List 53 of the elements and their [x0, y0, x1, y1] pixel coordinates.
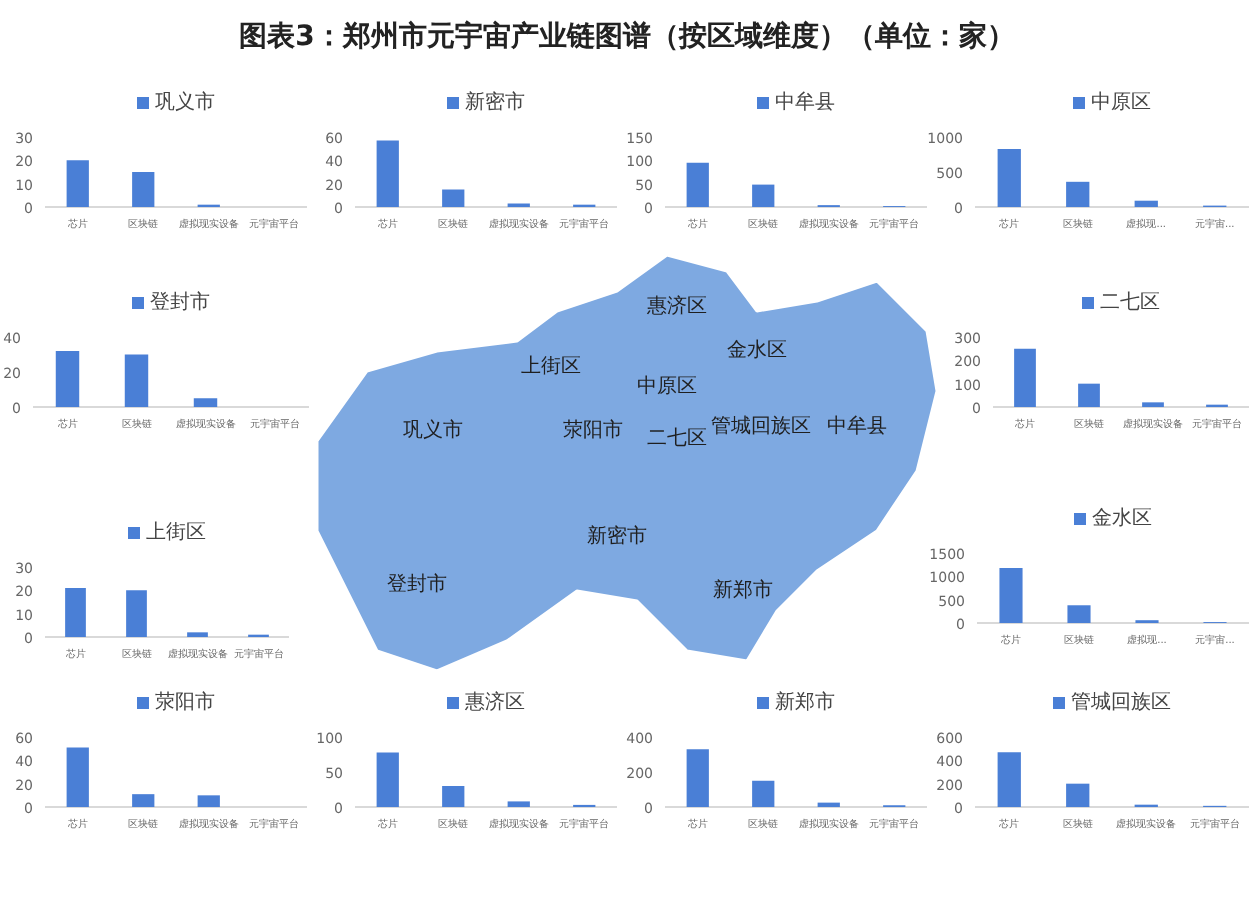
legend-label: 巩义市 [155, 90, 215, 114]
bar [1067, 605, 1091, 623]
text: 金水区 [727, 338, 787, 362]
text: 二七区 [647, 426, 707, 450]
text: 中牟县 [827, 414, 887, 438]
bar [1014, 348, 1036, 407]
legend-label: 新密市 [465, 90, 525, 114]
legend-label: 二七区 [1100, 290, 1160, 314]
text: 巩义市 [403, 418, 463, 442]
text: 上街区 [521, 354, 581, 378]
bar [376, 752, 399, 807]
bar [1134, 200, 1158, 207]
legend-label: 登封市 [150, 290, 210, 314]
bar [997, 752, 1021, 807]
legend-label: 荥阳市 [155, 690, 215, 714]
bar [442, 786, 465, 807]
bar [686, 162, 709, 207]
bar [1066, 181, 1090, 207]
bar [686, 749, 709, 807]
bar [124, 354, 149, 407]
bar [752, 780, 775, 807]
text: 新郑市 [713, 578, 773, 602]
bar [999, 567, 1023, 623]
text: 中原区 [637, 374, 697, 398]
bar [752, 184, 775, 207]
bar [997, 148, 1021, 207]
bar [66, 160, 89, 207]
bar [66, 747, 89, 807]
text: 荥阳市 [563, 418, 623, 442]
bar [507, 801, 530, 807]
legend-label: 金水区 [1092, 506, 1152, 530]
legend-label: 新郑市 [775, 690, 835, 714]
bar [132, 172, 155, 207]
text: 图表3：郑州市元宇宙产业链图谱（按区域维度）（单位：家） [239, 19, 1015, 53]
legend-label: 惠济区 [463, 690, 525, 714]
bar [132, 794, 155, 807]
bar [126, 590, 147, 637]
bar [376, 140, 399, 207]
text: 新密市 [587, 524, 647, 548]
bar [197, 795, 220, 807]
legend-label: 中原区 [1091, 90, 1151, 114]
bar [193, 398, 218, 407]
text: 登封市 [387, 572, 447, 596]
bar [65, 588, 86, 637]
text: 惠济区 [645, 294, 707, 318]
legend-label: 上街区 [146, 520, 206, 544]
legend-label: 中牟县 [775, 90, 835, 114]
bar [1066, 783, 1090, 807]
bar [442, 189, 465, 207]
legend-label: 管城回族区 [1071, 690, 1171, 714]
bar [55, 351, 80, 407]
bar [1078, 383, 1100, 407]
text: 管城回族区 [711, 414, 811, 438]
